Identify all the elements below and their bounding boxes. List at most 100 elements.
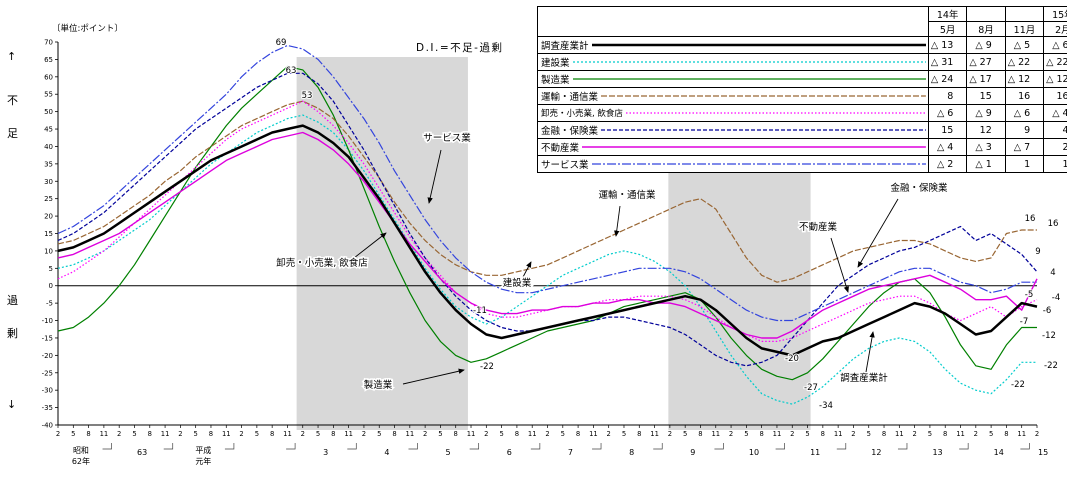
x-tick-label: 8	[148, 430, 152, 438]
cell-value: △ 27	[966, 53, 1006, 71]
x-tick-label: 2	[974, 430, 978, 438]
legend-data-table: 14年 15年 5月 8月 11月 2月 調査産業計 △ 13 △ 9 △ 5 …	[537, 6, 1067, 173]
cell-value: △ 3	[966, 138, 1006, 156]
cell-value: 1	[1004, 155, 1045, 173]
x-tick-label: 11	[711, 430, 720, 438]
header-month-1: 5月	[927, 21, 968, 37]
series-line-services	[57, 44, 1037, 322]
annotation-arrow-construction	[522, 261, 532, 278]
point-label: -34	[819, 401, 833, 411]
series-line-construction	[57, 114, 1037, 405]
table-row: 卸売・小売業, 飲食店 △ 6 △ 9 △ 6 △ 4	[537, 104, 1067, 122]
recession-band	[296, 57, 468, 430]
cell-value: △ 31	[927, 53, 968, 71]
axis-surplus-char-2: 剰	[7, 327, 18, 340]
y-tick-label: 60	[44, 73, 53, 81]
x-tick-label: 5	[194, 430, 198, 438]
y-tick-label: 40	[44, 143, 53, 151]
table-corner-cell	[537, 6, 929, 37]
y-tick-label: 5	[49, 265, 53, 273]
row-label: 金融・保険業	[541, 126, 599, 137]
legend-line-swatch	[591, 163, 926, 165]
unit-label: 〔単位:ポイント〕	[52, 24, 123, 34]
cell-value: △ 6	[927, 104, 968, 122]
cell-value: △ 4	[927, 138, 968, 156]
cell-value: △ 6	[1004, 104, 1045, 122]
x-tick-label: 5	[438, 430, 442, 438]
point-label: -12	[1042, 331, 1056, 341]
row-label: 製造業	[541, 75, 570, 86]
x-tick-label: 5	[928, 430, 932, 438]
era-label: 元年	[195, 456, 211, 466]
table-row: 運輸・通信業 8 15 16 16	[537, 87, 1067, 105]
annotation-finance-insurance: 金融・保険業	[890, 182, 948, 194]
x-tick-label: 5	[622, 430, 626, 438]
cell-value: △ 24	[927, 70, 968, 88]
y-tick-label: 0	[49, 282, 53, 290]
header-month-4: 2月	[1043, 21, 1067, 37]
y-tick-label: 30	[44, 178, 53, 186]
legend-line-swatch	[601, 95, 926, 97]
series-line-transport-communication	[57, 100, 1037, 283]
x-tick-label: 2	[56, 430, 60, 438]
header-year-right: 15年	[1043, 6, 1067, 22]
point-label: 9	[1035, 247, 1040, 257]
x-tick-label: 11	[100, 430, 109, 438]
era-label: 4	[384, 448, 389, 457]
y-tick-label: 70	[44, 39, 53, 47]
annotation-real-estate: 不動産業	[799, 221, 838, 233]
cell-value: 15	[966, 87, 1006, 105]
x-tick-label: 11	[956, 430, 965, 438]
x-tick-label: 5	[71, 430, 75, 438]
x-tick-label: 11	[344, 430, 353, 438]
era-label: 63	[137, 448, 147, 457]
cell-value: △ 1	[966, 155, 1006, 173]
row-label: 調査産業計	[541, 41, 589, 52]
era-label: 7	[568, 448, 573, 457]
x-tick-label: 11	[528, 430, 537, 438]
x-tick-label: 8	[821, 430, 825, 438]
y-tick-label: 50	[44, 108, 53, 116]
x-tick-label: 8	[759, 430, 763, 438]
point-label: -5	[1025, 290, 1033, 300]
axis-arrow-down: ↓	[7, 398, 17, 411]
x-tick-label: 8	[209, 430, 213, 438]
cell-value: 15	[927, 121, 968, 139]
y-tick-label: 35	[44, 160, 53, 168]
cell-value: 2	[1043, 138, 1067, 156]
row-label: サービス業	[541, 160, 589, 171]
header-empty-1	[966, 6, 1006, 22]
axis-shortage-char-2: 足	[7, 127, 18, 140]
x-tick-label: 11	[1017, 430, 1026, 438]
cell-value: △ 12	[1004, 70, 1045, 88]
x-tick-label: 8	[515, 430, 519, 438]
point-label: 63	[286, 66, 297, 76]
y-tick-label: 55	[44, 91, 53, 99]
y-tick-label: 45	[44, 126, 53, 134]
x-tick-label: 2	[668, 430, 672, 438]
x-tick-label: 11	[161, 430, 170, 438]
header-year-left: 14年	[927, 6, 968, 22]
table-header-row-months: 5月 8月 11月 2月	[538, 21, 1067, 37]
cell-value: △ 13	[927, 36, 968, 54]
point-label: -22	[1011, 380, 1025, 390]
era-label: 昭和	[73, 446, 89, 455]
era-label: 12	[871, 448, 881, 457]
header-month-3: 11月	[1004, 21, 1045, 37]
x-tick-label: 2	[1035, 430, 1039, 438]
x-tick-label: 5	[499, 430, 503, 438]
point-label: 69	[276, 38, 287, 48]
annotation-arrow-finance-insurance	[857, 198, 899, 268]
y-tick-label: -30	[42, 387, 53, 395]
x-tick-label: 2	[484, 430, 488, 438]
header-empty-2	[1004, 6, 1045, 22]
di-definition-label: D.I.=不足-過剰	[416, 42, 504, 54]
cell-value: △ 12	[1043, 70, 1067, 88]
era-label: 10	[749, 448, 759, 457]
cell-value: 1	[1043, 155, 1067, 173]
series-line-real-estate	[57, 131, 1038, 339]
legend-line-swatch	[591, 43, 926, 47]
x-tick-label: 2	[607, 430, 611, 438]
